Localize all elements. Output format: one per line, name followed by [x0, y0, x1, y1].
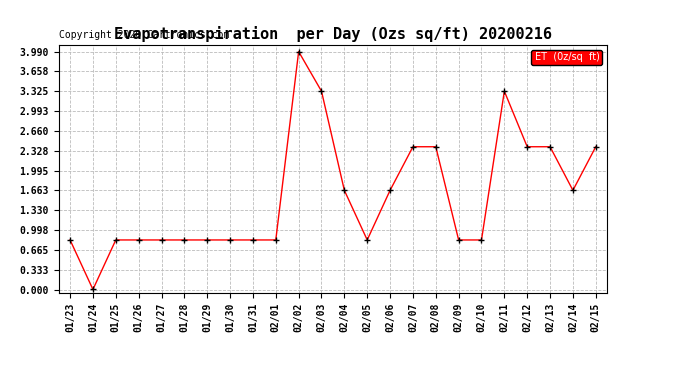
Legend: ET  (0z/sq  ft): ET (0z/sq ft) [531, 50, 602, 65]
Title: Evapotranspiration  per Day (Ozs sq/ft) 20200216: Evapotranspiration per Day (Ozs sq/ft) 2… [114, 27, 552, 42]
Text: Copyright 2020 Cartronics.com: Copyright 2020 Cartronics.com [59, 30, 229, 40]
